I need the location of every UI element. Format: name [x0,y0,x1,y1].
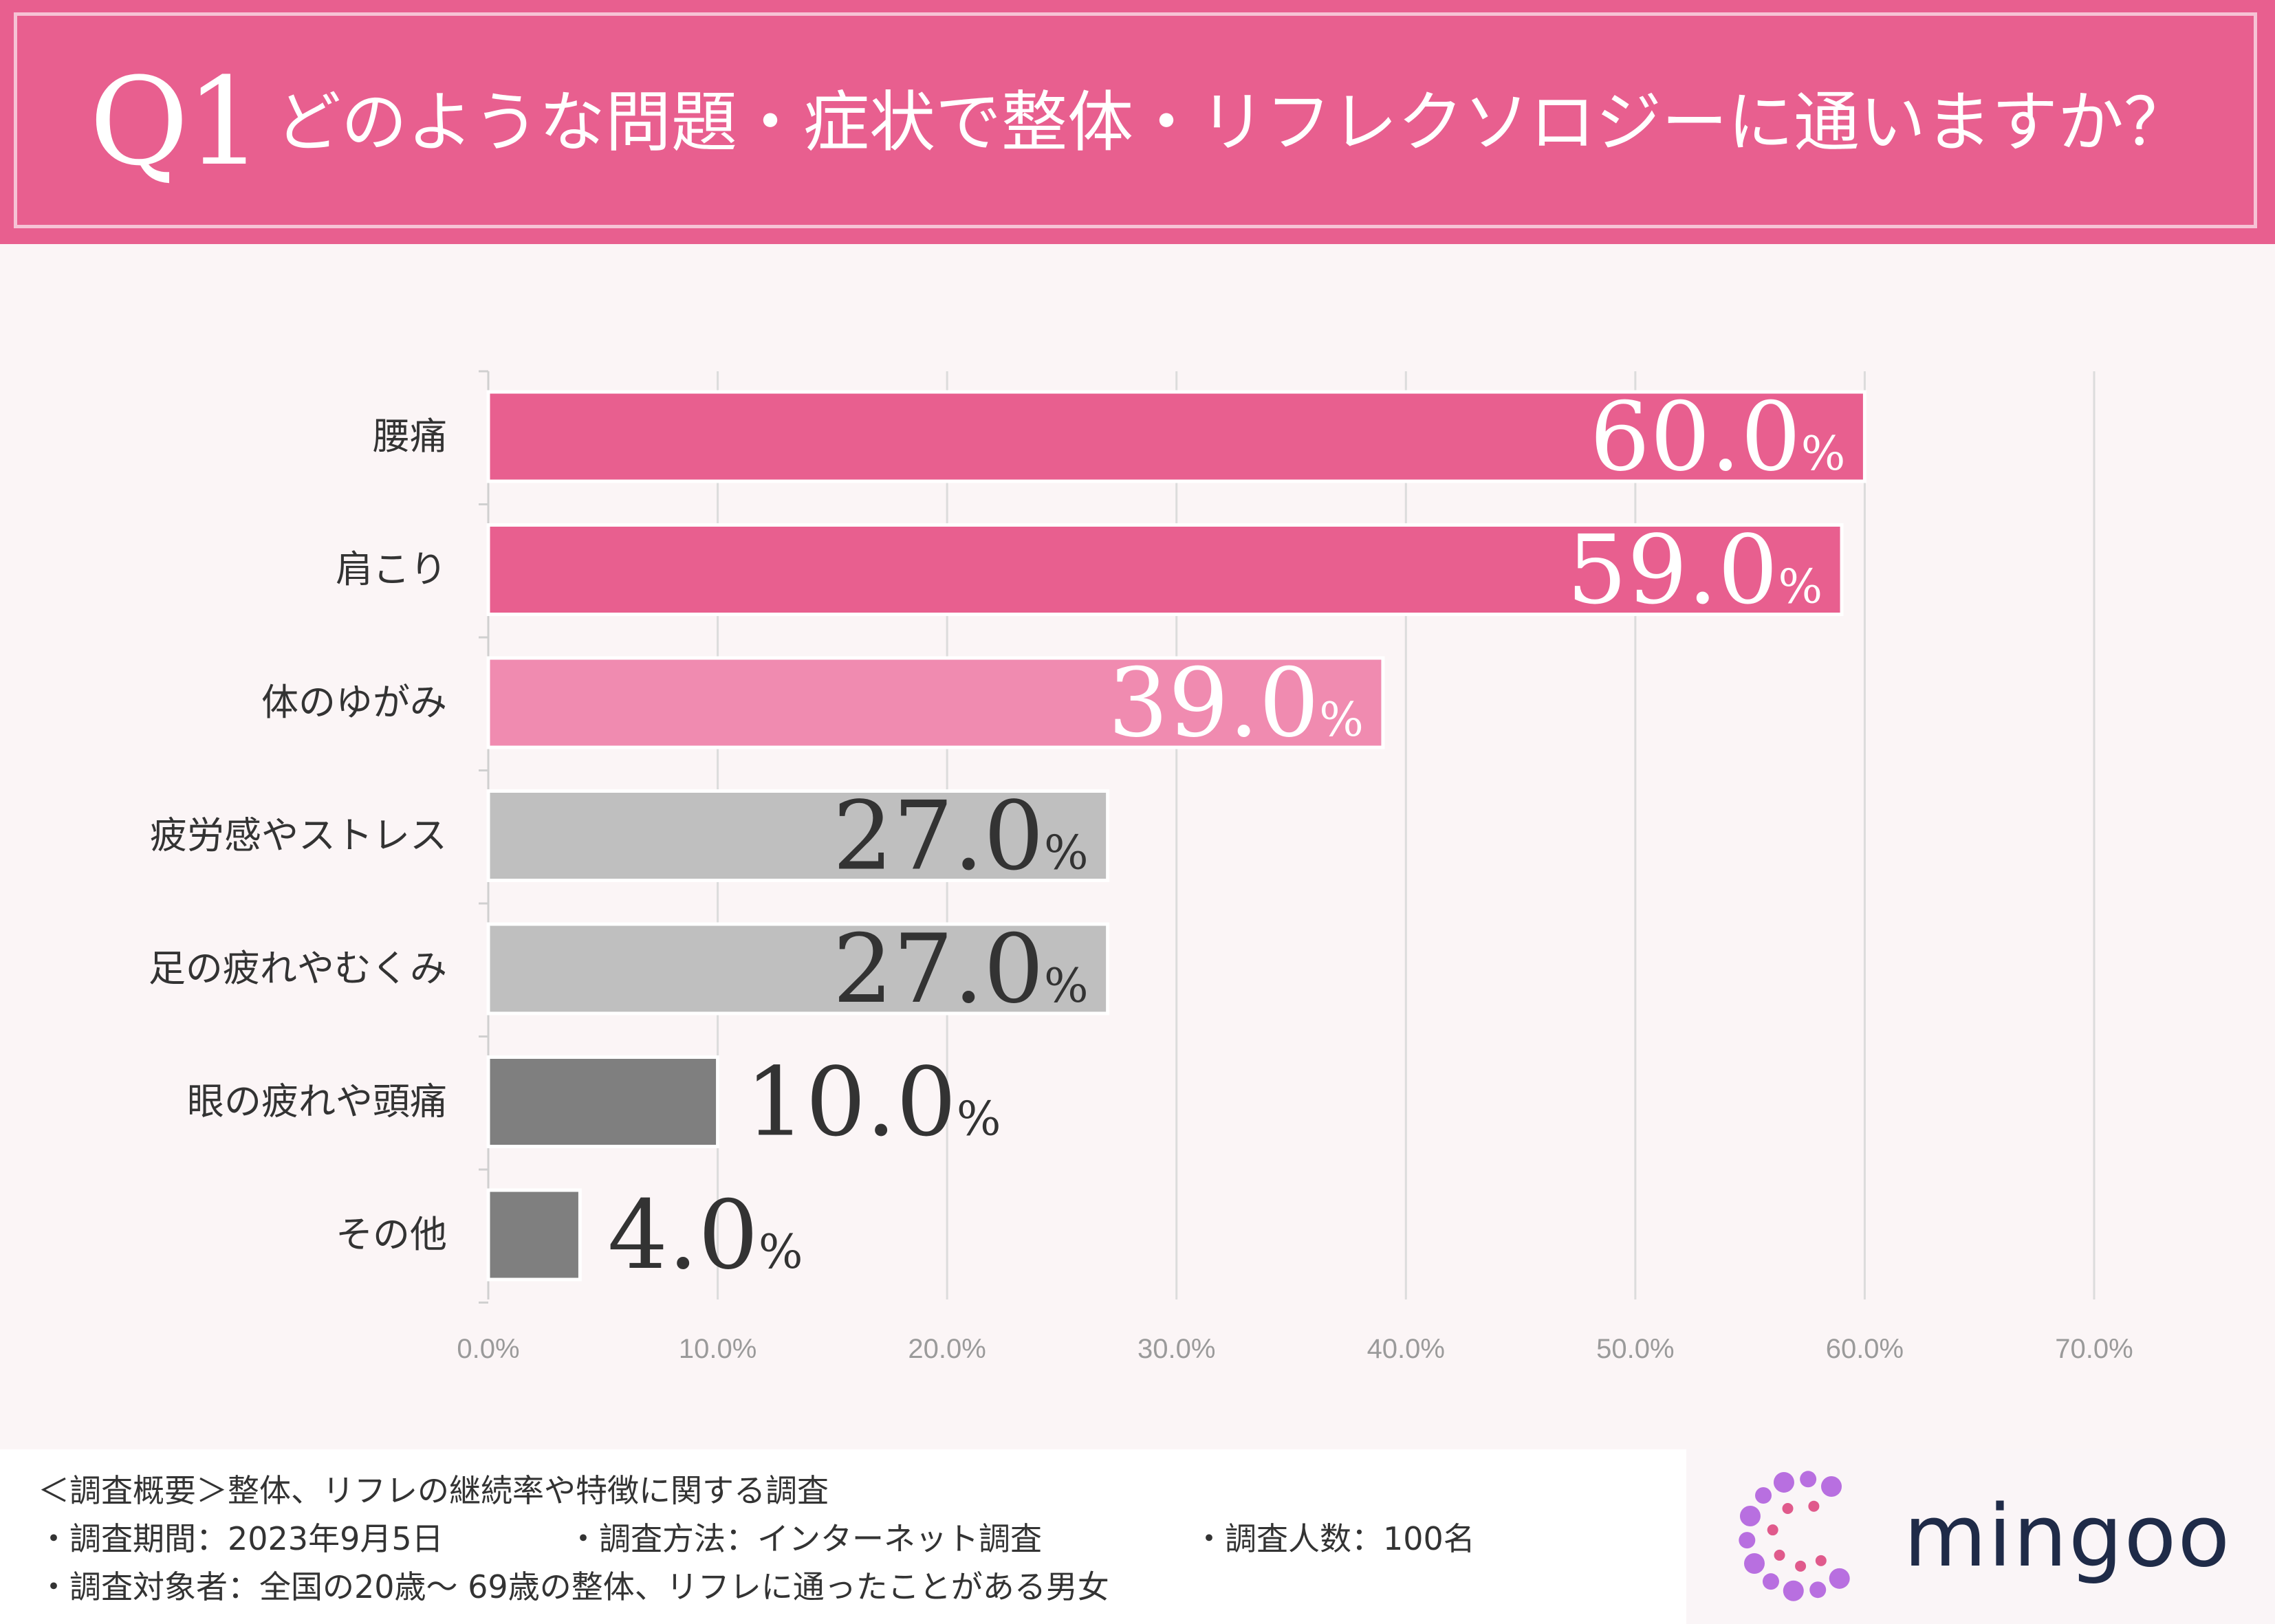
value-label: 27.0% [833,781,1089,892]
logo-dot [1774,1549,1785,1561]
bar [486,922,1110,1016]
logo-dot [1743,1553,1765,1574]
value-unit: % [1319,693,1364,747]
category-label: 足の疲れやむくみ [149,947,447,990]
bar [486,789,1110,882]
logo-dot [1739,1532,1756,1549]
value-label: 59.0% [1567,515,1822,626]
logo-dot [1762,1573,1779,1590]
value-label: 10.0% [745,1047,1001,1158]
logo-wordmark: mingoo [1904,1487,2232,1586]
survey-period: ・調査期間：2023年9月5日 [38,1520,444,1557]
category-label: 体のゆがみ [261,681,447,724]
value-label: 60.0% [1590,382,1846,492]
bar-chart: 0.0% 10.0% 20.0% 30.0% 40.0% 50.0% 60.0% 70.0% … [149,370,2133,1364]
x-tick-label: 0.0% [457,1334,519,1364]
bar [486,523,1844,616]
header-frame [14,12,2257,228]
logo-dot [1783,1580,1804,1601]
x-axis-ticks: 0.0% 10.0% 20.0% 30.0% 40.0% 50.0% 60.0% 70.0% [457,1334,2133,1364]
survey-target: ・調査対象者：全国の20歳～ 69歳の整体、リフレに通ったことがある男女 [38,1568,1109,1605]
survey-overview: ＜調査概要＞整体、リフレの継続率や特徴に関する調査 [38,1472,829,1509]
value-number: 59.0 [1567,515,1778,626]
logo-dot [1782,1503,1794,1515]
value-unit: % [1801,427,1846,481]
category-label: 腰痛 [373,415,447,458]
question-header: Q1 どのような問題・症状で整体・リフレクソロジーに通いますか？ [0,0,2275,244]
x-tick-label: 40.0% [1367,1334,1445,1364]
logo-dot [1773,1471,1794,1493]
logo-dot [1767,1524,1778,1536]
bar [486,1055,720,1148]
category-label: 肩こり [336,548,447,591]
logo-dot [1829,1568,1850,1589]
logo-dot [1808,1500,1820,1512]
survey-method: ・調査方法：インターネット調査 [567,1520,1042,1557]
value-label: 27.0% [833,914,1089,1024]
logo-area [1686,1449,2275,1624]
x-tick-label: 30.0% [1138,1334,1215,1364]
category-label: 疲労感やストレス [150,814,447,857]
value-unit: % [1044,826,1089,881]
logo-dot [1821,1475,1842,1497]
value-number: 27.0 [833,781,1044,892]
x-tick-label: 70.0% [2055,1334,2133,1364]
value-label: 4.0% [607,1180,803,1291]
value-number: 10.0 [745,1047,957,1158]
question-number: Q1 [89,52,263,193]
value-unit: % [759,1225,803,1280]
x-tick-label: 20.0% [908,1334,986,1364]
question-title: どのような問題・症状で整体・リフレクソロジーに通いますか？ [275,84,2190,161]
logo-dot [1809,1581,1827,1599]
value-unit: % [957,1093,1001,1147]
value-number: 27.0 [833,914,1044,1024]
x-tick-label: 50.0% [1596,1334,1674,1364]
bar [486,390,1866,483]
value-number: 39.0 [1108,648,1319,758]
category-label: 眼の疲れや頭痛 [187,1080,447,1123]
value-label: 39.0% [1108,648,1364,758]
logo-dot [1800,1471,1817,1488]
survey-count: ・調査人数：100名 [1193,1520,1475,1557]
logo-dot [1815,1555,1827,1566]
value-number: 4.0 [607,1180,758,1291]
value-number: 60.0 [1590,382,1801,492]
logo-dot [1739,1505,1761,1526]
value-labels: 60.0%59.0%39.0%27.0%27.0%10.0%4.0% [607,382,1845,1291]
x-tick-label: 10.0% [679,1334,756,1364]
logo-dot [1755,1487,1772,1504]
category-label: その他 [336,1213,447,1256]
bar [486,656,1385,749]
bars [486,390,1866,1282]
value-unit: % [1778,560,1822,615]
bar [486,1188,582,1282]
mingoo-logo-icon [1739,1471,1850,1601]
value-unit: % [1044,959,1089,1013]
x-tick-label: 60.0% [1826,1334,1904,1364]
logo-dot [1795,1560,1807,1572]
